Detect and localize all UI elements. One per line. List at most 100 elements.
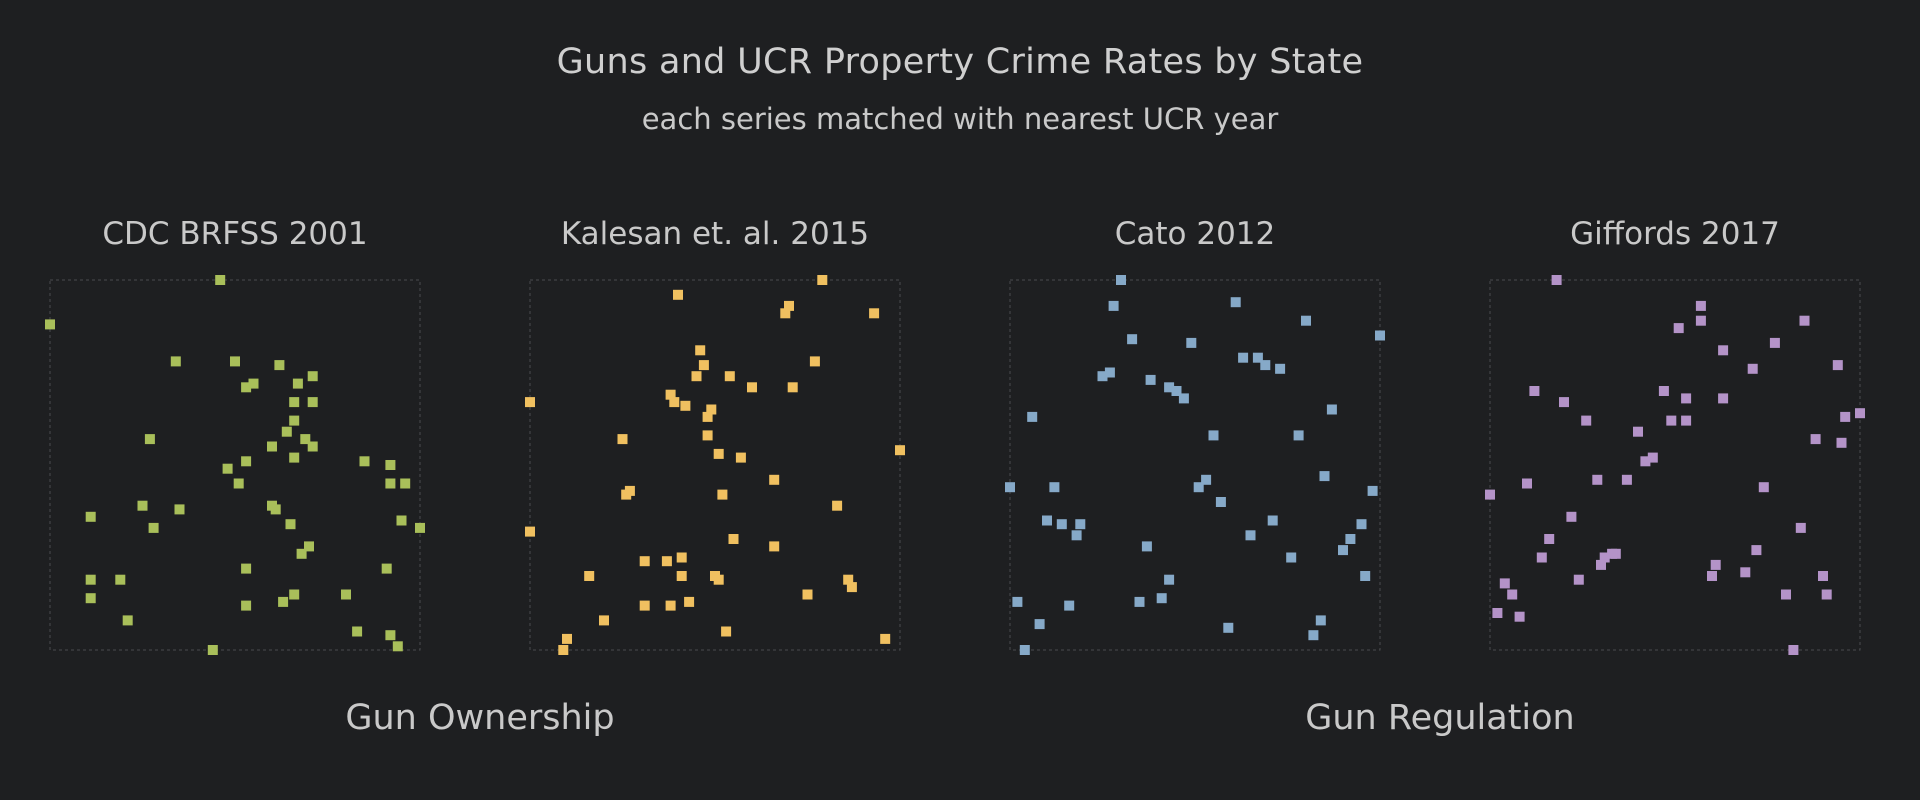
scatter-point — [802, 589, 813, 600]
panel-title-cato: Cato 2012 — [1114, 216, 1276, 252]
scatter-point — [1681, 415, 1692, 426]
scatter-point — [1293, 430, 1304, 441]
chart-title: Guns and UCR Property Crime Rates by Sta… — [556, 42, 1364, 82]
plot-frame — [49, 279, 421, 651]
scatter-point — [1178, 393, 1189, 404]
scatter-point — [1005, 482, 1015, 493]
scatter-point — [706, 404, 717, 415]
scatter-point — [278, 596, 289, 607]
plot-frame — [529, 279, 901, 651]
scatter-point — [624, 485, 635, 496]
scatter-point — [665, 389, 676, 400]
scatter-point — [1104, 367, 1115, 378]
scatter-point — [241, 563, 252, 574]
scatter-point — [1127, 334, 1138, 345]
scatter-point — [673, 289, 683, 300]
scatter-point — [241, 600, 252, 611]
scatter-point — [307, 371, 318, 382]
scatter-point — [680, 400, 691, 411]
scatter-point — [1375, 330, 1385, 341]
scatter-point — [385, 460, 396, 470]
scatter-point — [1581, 415, 1592, 426]
scatter-panel-cdc — [45, 275, 425, 655]
scatter-point — [617, 434, 628, 445]
scatter-point — [233, 478, 244, 489]
scatter-point — [1097, 371, 1108, 382]
scatter-point — [1286, 552, 1297, 563]
scatter-point — [684, 596, 695, 607]
scatter-point — [747, 382, 757, 393]
scatter-point — [415, 522, 425, 533]
scatter-point — [289, 415, 300, 426]
scatter-point — [281, 426, 292, 437]
scatter-point — [1573, 574, 1584, 585]
scatter-point — [1781, 589, 1791, 600]
scatter-point — [1695, 300, 1706, 311]
scatter-point — [691, 371, 702, 382]
scatter-point — [1529, 386, 1540, 396]
scatter-point — [1840, 411, 1851, 422]
scatter-point — [584, 571, 595, 581]
scatter-point — [1145, 374, 1156, 385]
scatter-point — [1245, 530, 1256, 541]
scatter-point — [780, 308, 791, 319]
scatter-point — [1116, 275, 1126, 285]
scatter-point — [1164, 574, 1175, 585]
scatter-point — [174, 504, 185, 515]
scatter-point — [832, 500, 843, 511]
scatter-point — [1832, 360, 1843, 371]
scatter-point — [267, 441, 277, 452]
scatter-point — [702, 430, 713, 441]
scatter-point — [665, 600, 676, 611]
scatter-point — [1075, 519, 1086, 530]
scatter-point — [270, 504, 281, 515]
scatter-point — [1186, 337, 1197, 348]
group-label-gun-regulation: Gun Regulation — [1305, 698, 1575, 738]
scatter-point — [1758, 482, 1769, 493]
scatter-point — [285, 519, 296, 530]
scatter-point — [1019, 645, 1030, 655]
scatter-point — [296, 548, 307, 559]
scatter-point — [304, 541, 314, 552]
scatter-point — [1499, 578, 1510, 589]
scatter-point — [784, 300, 794, 311]
plot-frame — [1489, 279, 1861, 651]
scatter-point — [1345, 534, 1356, 544]
scatter-point — [1208, 430, 1219, 441]
scatter-point — [385, 478, 396, 489]
scatter-point — [1536, 552, 1547, 563]
scatter-point — [1740, 567, 1751, 578]
scatter-point — [85, 593, 96, 604]
scatter-point — [698, 360, 709, 371]
scatter-point — [148, 522, 159, 533]
scatter-point — [392, 641, 403, 652]
scatter-point — [1751, 545, 1762, 556]
scatter-point — [1319, 471, 1330, 482]
scatter-point — [728, 534, 739, 544]
scatter-point — [45, 319, 55, 330]
scatter-point — [1599, 552, 1610, 563]
scatter-point — [1673, 323, 1684, 334]
scatter-point — [289, 589, 300, 600]
scatter-point — [1223, 622, 1234, 633]
scatter-point — [292, 378, 303, 389]
scatter-point — [676, 552, 687, 563]
scatter-point — [1308, 630, 1319, 641]
scatter-point — [525, 526, 535, 537]
scatter-point — [846, 582, 857, 593]
scatter-point — [769, 541, 780, 552]
scatter-point — [724, 371, 735, 382]
scatter-point — [1485, 489, 1495, 500]
scatter-point — [787, 382, 798, 393]
scatter-point — [300, 434, 311, 445]
scatter-point — [215, 275, 226, 285]
scatter-panel-cato — [1005, 275, 1385, 655]
scatter-point — [144, 434, 155, 445]
scatter-point — [1718, 345, 1729, 356]
scatter-point — [1071, 530, 1082, 541]
scatter-point — [248, 378, 259, 389]
scatter-point — [1522, 478, 1532, 489]
scatter-point — [352, 626, 363, 637]
scatter-point — [1356, 519, 1367, 530]
scatter-point — [1818, 571, 1828, 581]
